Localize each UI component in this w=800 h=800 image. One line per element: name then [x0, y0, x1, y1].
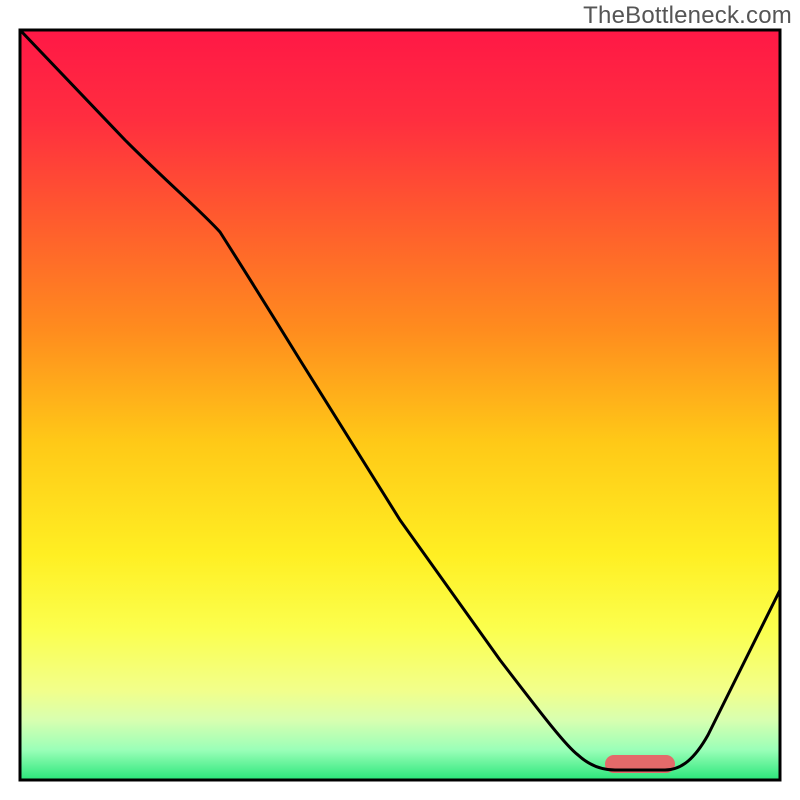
plot-background: [20, 30, 780, 780]
chart-container: TheBottleneck.com: [0, 0, 800, 800]
watermark-text: TheBottleneck.com: [583, 2, 792, 30]
bottleneck-chart-svg: [0, 0, 800, 800]
